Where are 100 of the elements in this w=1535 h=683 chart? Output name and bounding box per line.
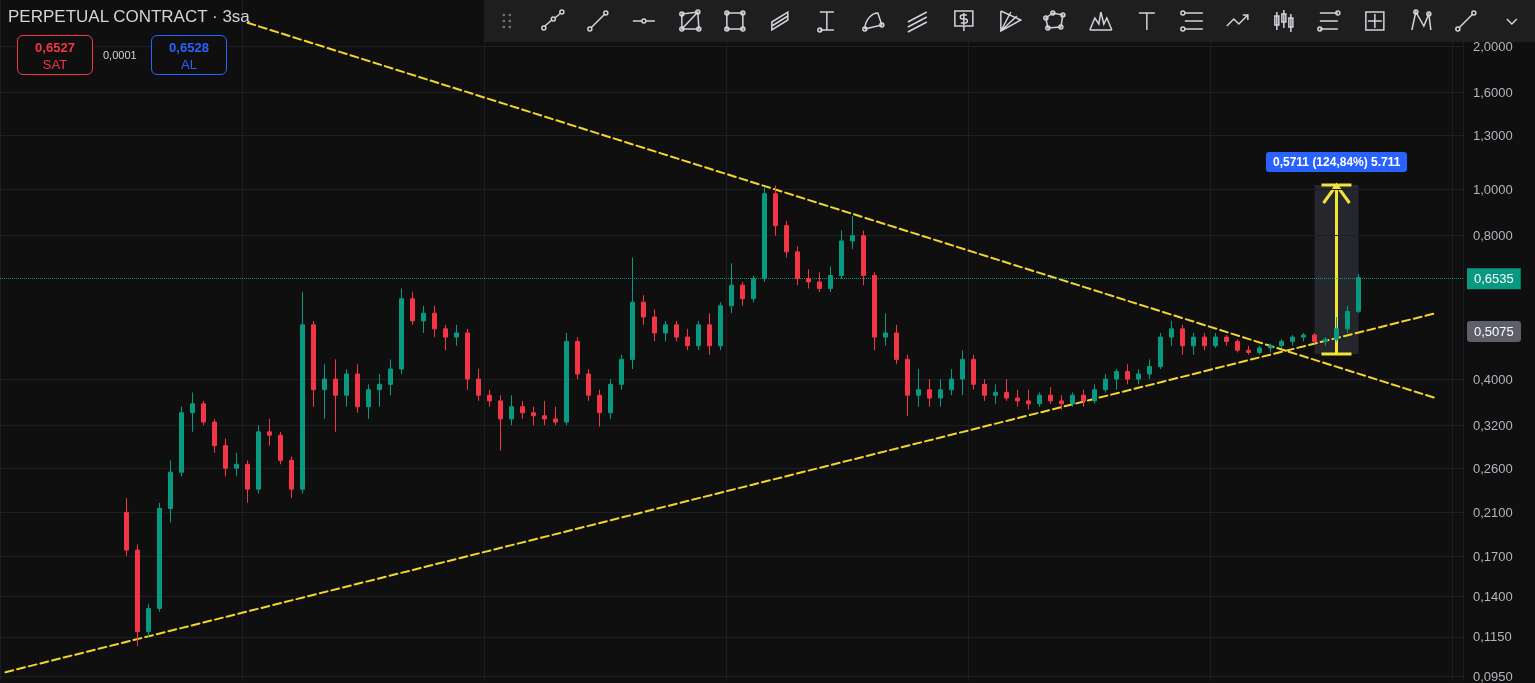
candlestick <box>1169 320 1174 347</box>
candlestick <box>421 305 426 334</box>
y-tick-label: 1,6000 <box>1473 84 1513 100</box>
candlestick <box>366 383 371 420</box>
y-tick-label: 0,2100 <box>1473 504 1513 520</box>
annotation: 0,6527 <box>34 39 76 56</box>
candlestick <box>245 459 250 504</box>
candlestick <box>465 328 470 391</box>
text: 0,5075 <box>1467 320 1521 342</box>
annotation: AL <box>180 56 198 73</box>
candlestick <box>1312 332 1317 345</box>
candlestick <box>795 245 800 286</box>
candlestick <box>1246 345 1251 356</box>
y-tick-label: 0,1700 <box>1473 548 1513 564</box>
candlestick <box>487 389 492 408</box>
candlestick <box>1147 358 1152 380</box>
candlestick <box>1345 305 1350 334</box>
candlestick <box>289 456 294 499</box>
candlestick <box>1323 336 1328 347</box>
candlestick <box>971 354 976 391</box>
candlestick <box>784 220 789 259</box>
candlestick <box>707 312 712 356</box>
candlestick <box>894 324 899 365</box>
candlestick <box>1015 389 1020 408</box>
candlestick <box>872 271 877 351</box>
candlestick <box>322 363 327 420</box>
candlestick <box>1213 332 1218 349</box>
candlestick <box>1070 391 1075 408</box>
candlestick <box>1334 316 1339 342</box>
candlestick <box>234 452 239 477</box>
candlestick <box>190 391 195 433</box>
candlestick <box>201 400 206 426</box>
y-tick-label: 0,0950 <box>1473 669 1513 683</box>
candlestick <box>498 394 503 452</box>
candlestick <box>333 358 338 433</box>
candlestick <box>432 305 437 338</box>
y-tick-label: 1,0000 <box>1473 182 1513 198</box>
candlestick <box>1136 368 1141 385</box>
candlestick <box>212 418 217 454</box>
candlestick <box>938 378 943 408</box>
y-tick-label: 0,2600 <box>1473 460 1513 476</box>
candlestick <box>718 301 723 351</box>
annotation: SAT <box>41 56 69 73</box>
candlestick <box>608 378 613 420</box>
candlestick <box>1268 343 1273 353</box>
candlestick <box>575 336 580 380</box>
candlestick <box>1092 383 1097 405</box>
candlestick <box>1191 332 1196 356</box>
candlestick <box>773 184 778 237</box>
candlestick <box>949 368 954 396</box>
candlestick <box>311 320 316 408</box>
candlestick <box>553 406 558 426</box>
candlestick <box>850 215 855 250</box>
candlestick <box>1202 332 1207 351</box>
candlestick <box>267 418 272 447</box>
candlestick <box>1301 332 1306 342</box>
candlestick <box>1059 394 1064 411</box>
candlestick <box>256 424 261 495</box>
y-tick-label: 0,1400 <box>1473 588 1513 604</box>
candlestick <box>652 309 657 342</box>
candlestick <box>1235 338 1240 353</box>
y-tick-label: 1,3000 <box>1473 127 1513 143</box>
candlestick <box>135 543 140 647</box>
candlestick <box>300 291 305 495</box>
candlestick <box>905 354 910 417</box>
y-tick-label: 0,3200 <box>1473 417 1513 433</box>
chart-title: PERPETUAL CONTRACT · 3sa <box>8 7 250 27</box>
candlestick <box>960 349 965 396</box>
y-tick-label: 0,8000 <box>1473 228 1513 244</box>
candlestick <box>982 378 987 402</box>
candlestick <box>223 438 228 477</box>
candlestick <box>1004 378 1009 402</box>
candlestick <box>1180 324 1185 356</box>
candlestick <box>1224 334 1229 347</box>
candlestick <box>817 271 822 293</box>
candlestick <box>641 294 646 326</box>
candlestick <box>476 368 481 402</box>
candlestick <box>531 406 536 426</box>
y-tick-label: 0,4000 <box>1473 371 1513 387</box>
annotation: 0,6528 <box>168 39 210 56</box>
annotation: 0,0001 <box>103 49 137 61</box>
candlestick <box>861 230 866 286</box>
candlestick <box>564 332 569 426</box>
candlestick <box>355 363 360 414</box>
candlestick <box>740 281 745 307</box>
candlestick <box>1026 389 1031 411</box>
candlestick <box>993 383 998 405</box>
candlestick <box>542 400 547 426</box>
candlestick <box>410 291 415 326</box>
candlestick <box>883 312 888 347</box>
candlestick <box>916 368 921 408</box>
candlestick <box>520 400 525 420</box>
candlestick <box>1103 373 1108 393</box>
candlestick <box>1290 334 1295 347</box>
candlestick <box>619 354 624 391</box>
candlestick <box>1114 368 1119 391</box>
candlestick <box>663 320 668 342</box>
candlestick <box>454 324 459 347</box>
candlestick <box>674 320 679 342</box>
candlestick <box>1048 386 1053 405</box>
